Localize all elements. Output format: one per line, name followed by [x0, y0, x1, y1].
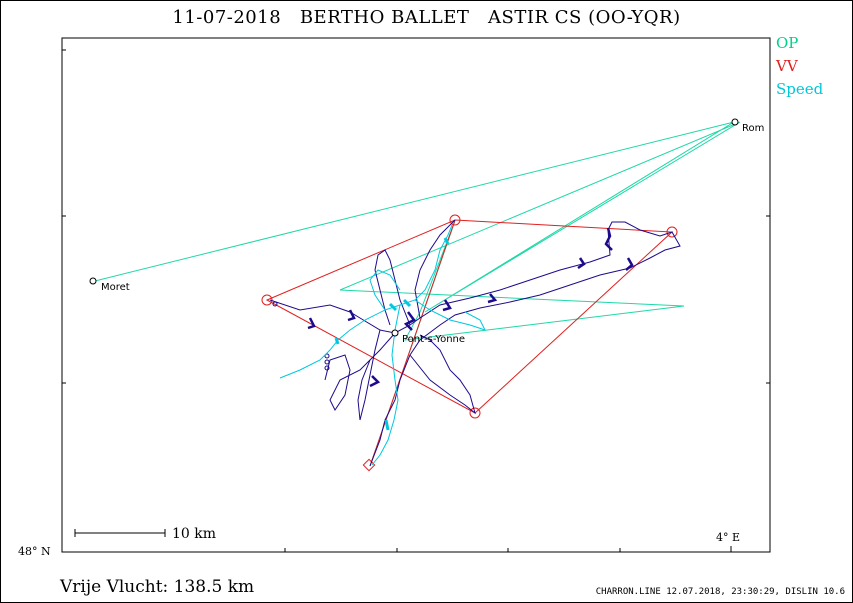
place-marker-pont	[391, 329, 399, 337]
legend-vv: VV	[776, 57, 798, 75]
vv-turnpoint-2	[449, 214, 461, 226]
vv-turnpoint-1	[261, 294, 273, 306]
vv-start-marker	[362, 458, 376, 472]
place-label-pont: Pont-s-Yonne	[402, 334, 465, 345]
lat-label: 48° N	[18, 545, 51, 558]
credit-label: CHARRON.LINE 12.07.2018, 23:30:29, DISLI…	[595, 587, 845, 597]
vv-turnpoint-3	[666, 226, 678, 238]
vv-route	[261, 214, 678, 472]
legend-speed: Speed	[776, 80, 824, 98]
scale-bar	[74, 529, 166, 537]
legend-op: OP	[776, 34, 799, 52]
op-lines	[94, 121, 741, 467]
place-label-rom: Rom	[742, 123, 764, 134]
speed-track	[279, 224, 486, 466]
thermal-clusters	[307, 227, 634, 388]
place-marker-moret	[89, 277, 97, 285]
axis-ticks	[62, 49, 770, 553]
circle-marks	[272, 301, 330, 371]
place-markers	[89, 118, 739, 337]
distance-label: Vrije Vlucht: 138.5 km	[60, 577, 255, 597]
lon-label: 4° E	[716, 531, 740, 544]
place-marker-rom	[731, 118, 739, 126]
speed-highlights	[334, 237, 450, 431]
vv-turnpoint-4	[469, 407, 481, 419]
place-label-moret: Moret	[101, 282, 130, 293]
page-title: 11-07-2018 BERTHO BALLET ASTIR CS (OO-YQ…	[172, 7, 681, 28]
plot-frame	[61, 37, 771, 553]
flight-track	[269, 219, 681, 467]
scale-label: 10 km	[172, 526, 216, 542]
